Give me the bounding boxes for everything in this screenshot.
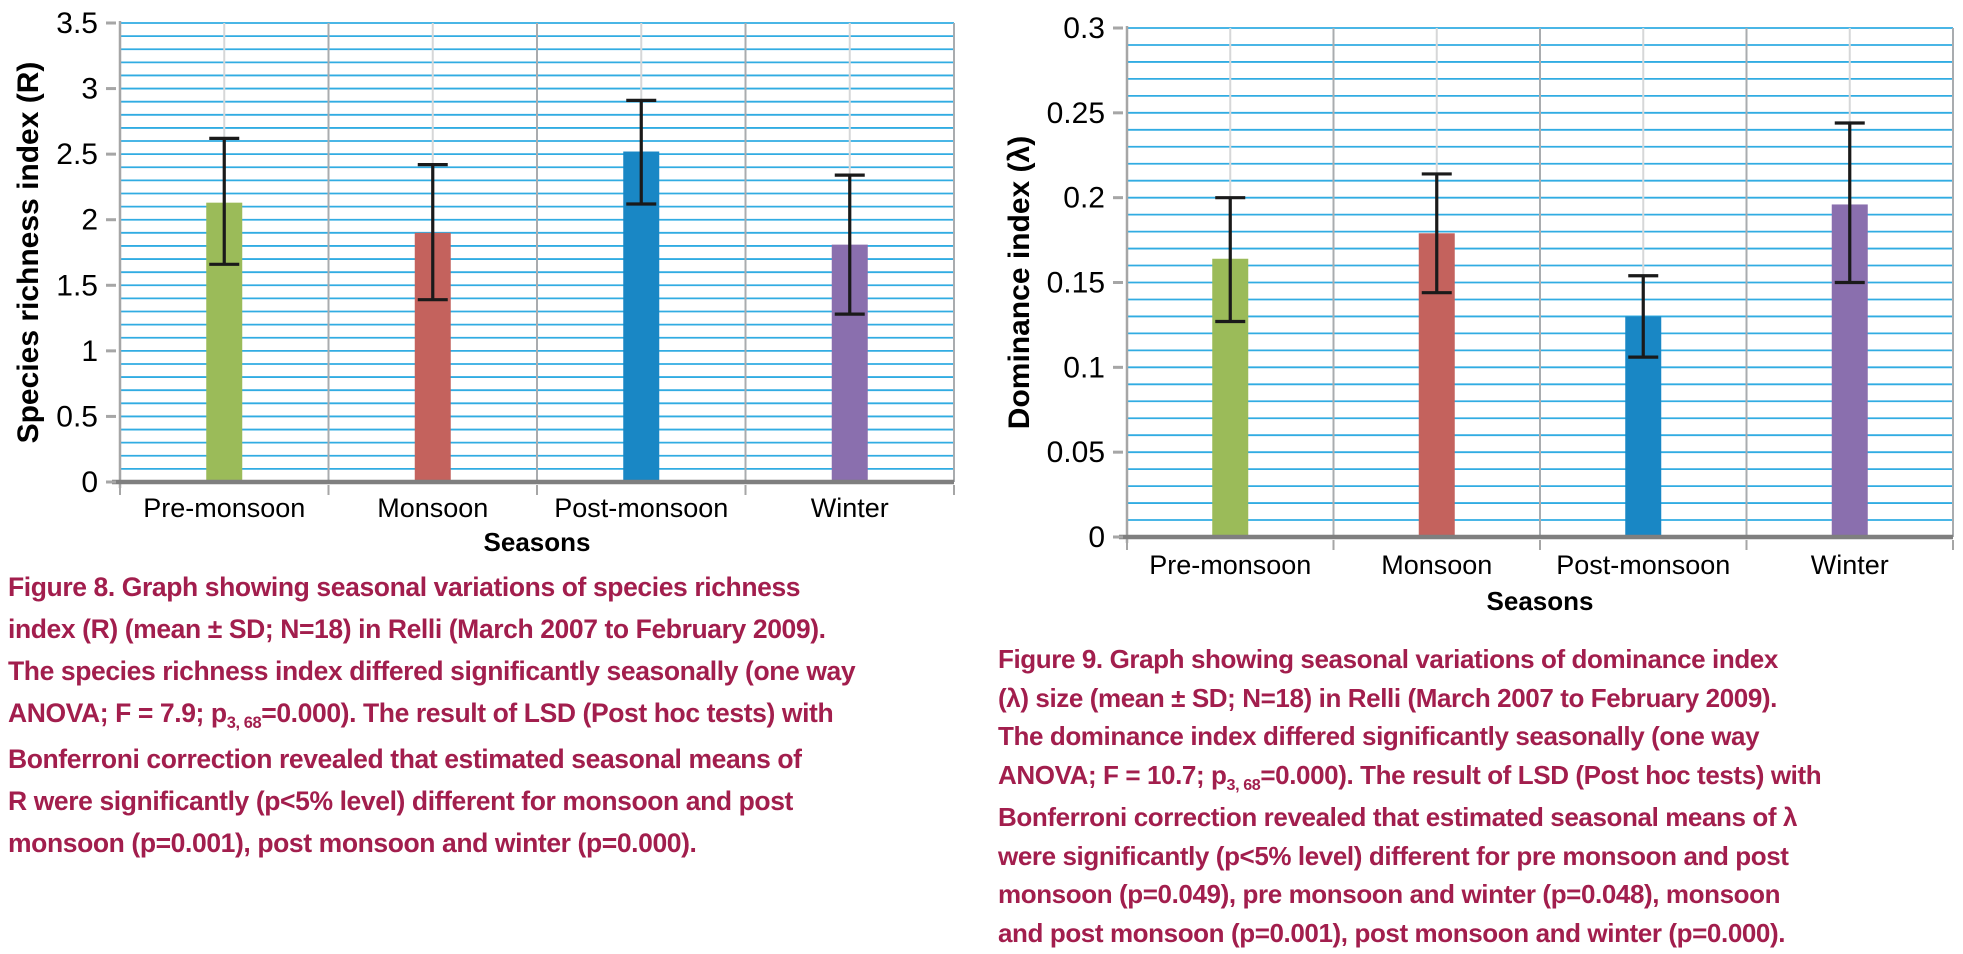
caption-text: Figure 9. Graph showing seasonal variati… [998, 644, 1778, 674]
figure9-caption-line: ANOVA; F = 10.7; p3, 68=0.000). The resu… [998, 756, 1962, 799]
y-axis-title: Species richness index (R) [12, 62, 45, 444]
category-label-winter: Winter [811, 493, 889, 523]
caption-text: ANOVA; F = 10.7; p [998, 759, 1227, 790]
bar-post-monsoon [623, 151, 660, 482]
caption-text: Bonferroni correction revealed that esti… [998, 802, 1798, 832]
category-label-pre-monsoon: Pre-monsoon [1149, 550, 1311, 580]
figure9-caption-line: Figure 9. Graph showing seasonal variati… [998, 640, 1962, 679]
y-tick-label: 1.5 [56, 269, 98, 302]
x-axis-title: Seasons [484, 527, 591, 557]
figure8-chart: 0 0.5 1 1.5 2 2.5 3 3.5 Pre-monsoon Monsoon Post-m… [12, 7, 955, 557]
caption-text: monsoon (p=0.001), post monsoon and wint… [8, 828, 697, 858]
y-tick-label: 1 [81, 335, 98, 368]
category-label-monsoon: Monsoon [377, 493, 488, 523]
caption-text: R were significantly (p<5% level) differ… [8, 786, 793, 816]
caption-text: and post monsoon (p=0.001), post monsoon… [998, 917, 1786, 948]
caption-text: ANOVA; F = 7.9; p [8, 698, 227, 728]
figure9-caption-line: were significantly (p<5% level) differen… [998, 837, 1962, 876]
caption-text: Figure 8. Graph showing seasonal variati… [8, 572, 801, 602]
figure9-caption-line: (λ) size (mean ± SD; N=18) in Relli (Mar… [998, 679, 1962, 718]
caption-text: The species richness index differed sign… [8, 656, 856, 686]
category-label-monsoon: Monsoon [1381, 550, 1492, 580]
y-tick-label: 0.25 [1047, 97, 1105, 130]
y-tick-label: 0.15 [1047, 267, 1105, 300]
y-tick-label: 2 [81, 204, 98, 237]
caption-text: The dominance index differed significant… [998, 721, 1760, 751]
caption-text: monsoon (p=0.049), pre monsoon and winte… [998, 879, 1781, 909]
y-tick-label: 2.5 [56, 138, 98, 171]
figure8-caption-line: monsoon (p=0.001), post monsoon and wint… [8, 822, 960, 864]
y-tick-label: 3.5 [56, 7, 98, 40]
figure8-caption-line: R were significantly (p<5% level) differ… [8, 780, 960, 822]
figure9-chart: 0 0.05 0.1 0.15 0.2 0.25 0.3 Pre-monsoon Monsoon… [1003, 12, 1954, 616]
x-axis-title: Seasons [1487, 586, 1594, 616]
y-tick-label: 0.1 [1063, 351, 1105, 384]
figure9-caption-line: monsoon (p=0.049), pre monsoon and winte… [998, 875, 1962, 914]
figure9-caption-line: Bonferroni correction revealed that esti… [998, 798, 1962, 837]
y-tick-label: 3 [81, 73, 98, 106]
figure8-caption: Figure 8. Graph showing seasonal variati… [8, 566, 960, 864]
y-tick-label: 0.2 [1063, 182, 1105, 215]
figure9-caption: Figure 9. Graph showing seasonal variati… [998, 640, 1962, 952]
figure9-caption-line: The dominance index differed significant… [998, 717, 1962, 756]
caption-text: Bonferroni correction revealed that esti… [8, 744, 802, 774]
y-tick-label: 0 [81, 466, 98, 499]
figure8-caption-line: index (R) (mean ± SD; N=18) in Relli (Ma… [8, 608, 960, 650]
figure8-caption-line: ANOVA; F = 7.9; p3, 68=0.000). The resul… [8, 692, 960, 738]
y-axis-title: Dominance index (λ) [1003, 136, 1036, 429]
y-tick-label: 0.3 [1063, 12, 1105, 45]
caption-text: index (R) (mean ± SD; N=18) in Relli (Ma… [8, 614, 826, 644]
category-label-post-monsoon: Post-monsoon [1556, 550, 1730, 580]
caption-subscript: 3, 68 [226, 714, 262, 733]
category-label-winter: Winter [1811, 550, 1889, 580]
y-tick-label: 0.5 [56, 400, 98, 433]
y-tick-label: 0.05 [1047, 436, 1105, 469]
y-tick-label: 0 [1088, 521, 1105, 554]
caption-text: (λ) size (mean ± SD; N=18) in Relli (Mar… [998, 682, 1777, 713]
caption-text: =0.000). The result of LSD (Post hoc tes… [1260, 759, 1822, 790]
figure8-caption-line: Figure 8. Graph showing seasonal variati… [8, 566, 960, 608]
figure8-caption-line: Bonferroni correction revealed that esti… [8, 738, 960, 780]
category-label-pre-monsoon: Pre-monsoon [143, 493, 305, 523]
caption-text: =0.000). The result of LSD (Post hoc tes… [261, 698, 834, 728]
figure9-caption-line: and post monsoon (p=0.001), post monsoon… [998, 914, 1962, 953]
caption-subscript: 3, 68 [1226, 775, 1261, 794]
figure8-caption-line: The species richness index differed sign… [8, 650, 960, 692]
category-label-post-monsoon: Post-monsoon [554, 493, 728, 523]
caption-text: were significantly (p<5% level) differen… [998, 840, 1789, 871]
